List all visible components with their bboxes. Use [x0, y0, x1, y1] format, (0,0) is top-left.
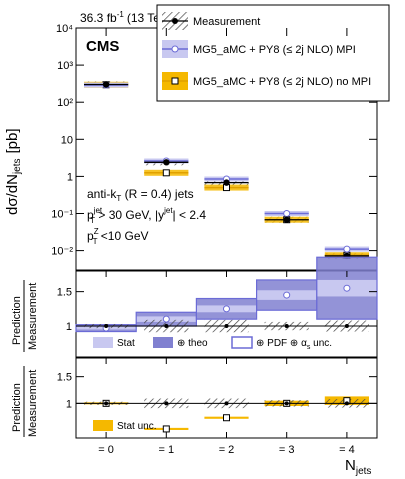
legend-mpi-label: MG5_aMC + PY8 (≤ 2j NLO) MPI [193, 44, 356, 56]
nompi-point [162, 169, 170, 177]
measurement-point [223, 179, 230, 186]
ratio1-legend: Stat ⊕ theo ⊕ PDF ⊕ αs unc. [93, 336, 332, 351]
ratio-point [223, 305, 230, 313]
legend-mpi: MG5_aMC + PY8 (≤ 2j NLO) MPI [162, 40, 356, 58]
y-tick-label: 10² [57, 97, 73, 109]
y-tick-label: 10⁻² [51, 246, 73, 258]
svg-text:Measurement: Measurement [27, 283, 39, 350]
legend-box [156, 4, 390, 102]
measurement-point [102, 81, 110, 88]
x-tick-label: = 4 [339, 444, 355, 456]
ratio1-legend-pdf: ⊕ PDF ⊕ αs unc. [256, 338, 332, 351]
ratio1-y-axis-label: Prediction Measurement [11, 280, 39, 352]
measurement-point [163, 159, 170, 166]
mpi-point [343, 245, 351, 253]
mpi-point [283, 210, 291, 218]
jet-selection-annotation: anti-kT (R = 0.4) jets pjet T > 30 GeV, |… [87, 187, 206, 246]
pdf-band [316, 256, 378, 320]
ratio1-legend-theo: ⊕ theo [177, 338, 208, 349]
ratio-point [343, 284, 351, 292]
svg-text:anti-kT (R = 0.4) jets: anti-kT (R = 0.4) jets [87, 187, 194, 203]
x-tick-label: = 2 [219, 444, 235, 456]
y-tick-label: 1.5 [57, 372, 72, 384]
ratio-point [162, 315, 170, 323]
legend-nompi-label: MG5_aMC + PY8 (≤ 2j NLO) no MPI [193, 76, 371, 88]
main-y-axis-label: dσ/dNjets[pb] [4, 128, 23, 215]
y-tick-label: 1.5 [57, 287, 72, 299]
y-tick-label: 1 [67, 171, 73, 183]
y-tick-label: 10 [61, 134, 73, 146]
experiment-label: CMS [86, 38, 119, 55]
ratio1-legend-stat: Stat [117, 338, 135, 349]
x-tick-label: = 0 [98, 444, 114, 456]
svg-text:Prediction: Prediction [11, 296, 23, 345]
main-plot-marks [84, 81, 369, 260]
ratio1-plot-marks: 11.5 [57, 256, 378, 333]
ratio-point [162, 425, 170, 433]
ratio-point [223, 414, 230, 422]
x-axis-label: Njets [345, 457, 371, 477]
y-tick-label: 10⁻¹ [51, 209, 73, 221]
ratio2-y-axis-label: Prediction Measurement [11, 366, 39, 437]
y-tick-label: 1 [66, 321, 72, 333]
main-y-axis: 10⁻² 10⁻¹ 1 10 10² 10³ 10⁴ [51, 23, 377, 258]
svg-text:Measurement: Measurement [27, 370, 39, 437]
y-tick-label: 1 [66, 398, 72, 410]
legend-nompi: MG5_aMC + PY8 (≤ 2j NLO) no MPI [162, 72, 371, 90]
ratio2-legend: Stat unc. [93, 420, 156, 432]
svg-text:Prediction: Prediction [11, 383, 23, 432]
x-axis: = 0 = 1 = 2 = 3 = 4 [98, 28, 355, 456]
y-tick-label: 10⁴ [56, 23, 73, 35]
x-tick-label: = 1 [158, 444, 174, 456]
ratio-point [283, 291, 291, 299]
x-tick-label: = 3 [279, 444, 295, 456]
ratio2-plot-marks: 11.5 [57, 372, 377, 433]
legend-measurement-label: Measurement [193, 16, 260, 28]
y-tick-label: 10³ [57, 60, 73, 72]
ratio2-legend-stat: Stat unc. [117, 421, 156, 432]
measurement-point [283, 216, 290, 223]
svg-text:pZT <10 GeV: pZ T <10 GeV [87, 227, 149, 246]
legend-measurement: Measurement [162, 12, 260, 30]
